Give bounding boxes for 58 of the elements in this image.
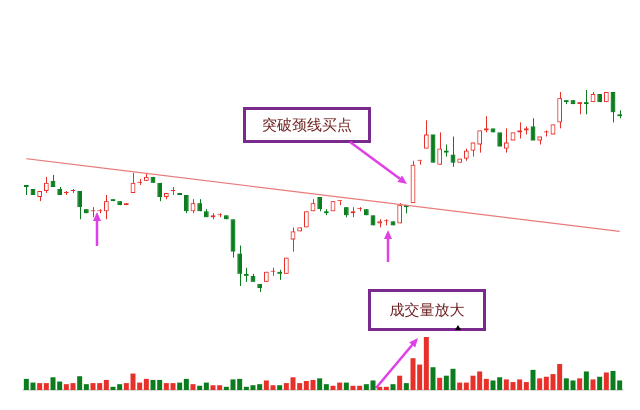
bar bbox=[37, 383, 42, 390]
bar bbox=[384, 386, 389, 390]
candlestick bbox=[450, 136, 456, 168]
candlestick bbox=[317, 196, 322, 212]
bar bbox=[437, 378, 442, 390]
bar bbox=[430, 367, 436, 390]
bar bbox=[597, 376, 602, 390]
candlestick bbox=[610, 92, 616, 123]
bar bbox=[144, 378, 149, 390]
candlestick bbox=[504, 128, 509, 154]
bar bbox=[277, 385, 282, 390]
bar bbox=[324, 384, 329, 390]
bar bbox=[457, 382, 462, 390]
bar bbox=[577, 378, 582, 390]
bar bbox=[524, 382, 529, 390]
candlestick bbox=[424, 120, 429, 150]
bar bbox=[44, 383, 49, 390]
candlestick bbox=[310, 198, 316, 212]
bar bbox=[390, 384, 396, 390]
bar bbox=[530, 370, 536, 390]
bar bbox=[537, 378, 542, 390]
bar bbox=[190, 384, 196, 390]
bar bbox=[590, 379, 596, 390]
text: 成交量放大 bbox=[368, 289, 486, 331]
annotation: 突破颈线买点 bbox=[243, 107, 371, 143]
candlestick bbox=[290, 226, 296, 252]
bar bbox=[184, 378, 189, 390]
bar bbox=[84, 384, 89, 390]
candlestick bbox=[77, 190, 82, 220]
bar bbox=[344, 382, 349, 390]
candlestick bbox=[557, 92, 562, 129]
bar bbox=[484, 378, 489, 390]
candlestick bbox=[470, 142, 476, 158]
candlestick bbox=[437, 132, 442, 166]
bar bbox=[584, 371, 589, 390]
bar bbox=[397, 376, 402, 390]
candlestick bbox=[44, 176, 49, 194]
bar bbox=[604, 372, 609, 390]
candlestick bbox=[130, 172, 136, 194]
bar bbox=[404, 383, 409, 390]
candlestick bbox=[197, 198, 202, 212]
candlestick bbox=[157, 182, 162, 202]
candlestick bbox=[477, 130, 482, 154]
bar bbox=[424, 337, 429, 390]
bar bbox=[77, 376, 82, 390]
candlestick bbox=[184, 194, 189, 214]
candlestick bbox=[464, 148, 469, 162]
candlestick bbox=[237, 245, 242, 286]
candlestick bbox=[104, 194, 109, 220]
bar bbox=[104, 380, 109, 390]
bar bbox=[197, 386, 202, 390]
bar bbox=[317, 378, 322, 390]
candlestick bbox=[530, 118, 536, 141]
candlestick bbox=[397, 202, 402, 224]
candlestick bbox=[50, 174, 56, 188]
bar bbox=[204, 382, 209, 390]
candlestick bbox=[190, 198, 196, 214]
bar bbox=[177, 382, 182, 390]
